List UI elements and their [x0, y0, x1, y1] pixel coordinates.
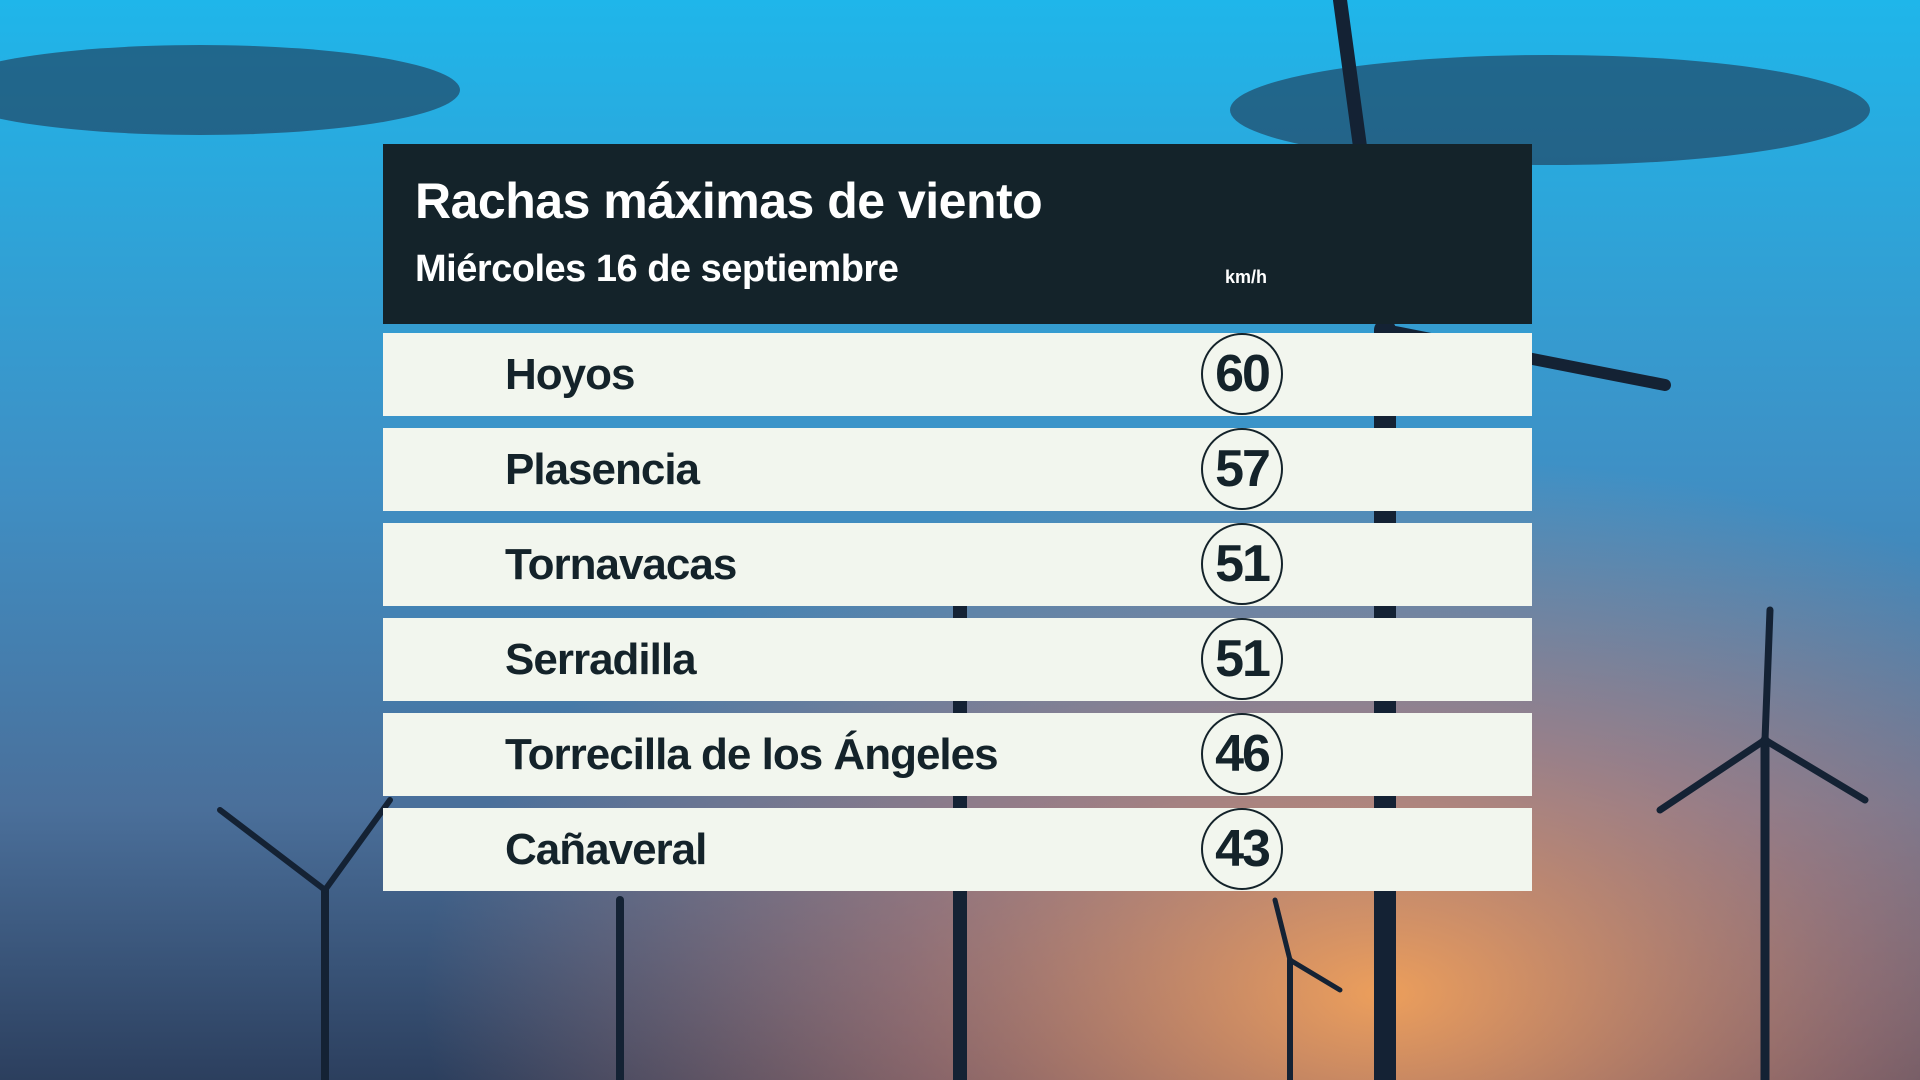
table-panel: Rachas máximas de viento Miércoles 16 de… — [383, 144, 1532, 891]
location-name: Cañaveral — [505, 825, 707, 874]
location-name: Tornavacas — [505, 540, 737, 589]
location-name: Plasencia — [505, 445, 700, 494]
gust-value: 51 — [1201, 523, 1283, 605]
table-row: Hoyos 60 — [383, 333, 1532, 416]
location-name: Torrecilla de los Ángeles — [505, 730, 999, 779]
gust-value: 43 — [1201, 808, 1283, 890]
table-row: Tornavacas 51 — [383, 523, 1532, 606]
gust-value: 60 — [1201, 333, 1283, 415]
location-name: Hoyos — [505, 350, 635, 399]
subtitle: Miércoles 16 de septiembre — [415, 248, 899, 290]
table-row: Cañaveral 43 — [383, 808, 1532, 891]
location-name: Serradilla — [505, 635, 697, 684]
table-row: Torrecilla de los Ángeles 46 — [383, 713, 1532, 796]
gust-value: 57 — [1201, 428, 1283, 510]
gust-value: 51 — [1201, 618, 1283, 700]
unit-label: km/h — [1225, 267, 1268, 287]
table-row: Plasencia 57 — [383, 428, 1532, 511]
table-row: Serradilla 51 — [383, 618, 1532, 701]
header: Rachas máximas de viento Miércoles 16 de… — [383, 144, 1532, 324]
gust-value: 46 — [1201, 713, 1283, 795]
title: Rachas máximas de viento — [415, 173, 1043, 229]
